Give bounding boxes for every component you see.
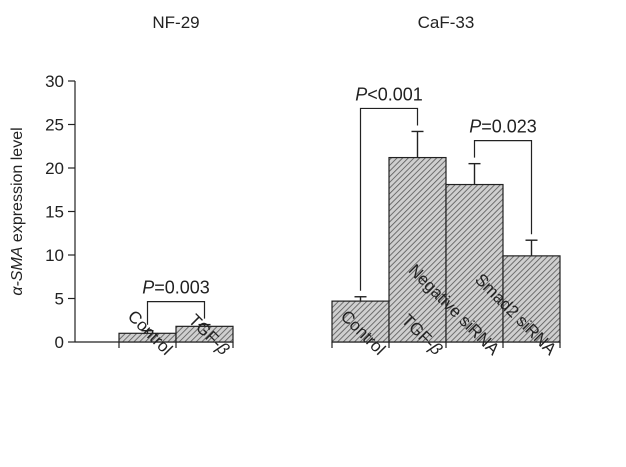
y-axis-label: α-SMA expression level — [9, 127, 26, 295]
y-tick-label: 0 — [55, 333, 64, 352]
p-value-text: =0.023 — [481, 117, 537, 137]
y-tick-label: 5 — [55, 290, 64, 309]
group-title: CaF-33 — [418, 13, 475, 32]
p-value-symbol: P — [355, 84, 367, 104]
group-title: NF-29 — [152, 13, 199, 32]
y-tick-label: 15 — [45, 203, 64, 222]
significance-bracket — [359, 107, 419, 291]
p-value-text: <0.001 — [367, 84, 423, 104]
y-tick-label: 30 — [45, 72, 64, 91]
p-value-label: P=0.023 — [469, 117, 537, 137]
y-axis-label-italic: SMA — [9, 247, 26, 282]
p-value-symbol: P — [142, 278, 154, 298]
bar — [502, 255, 561, 343]
y-tick-label: 25 — [45, 116, 64, 135]
p-value-label: P<0.001 — [355, 84, 423, 104]
p-value-label: P=0.003 — [142, 278, 210, 298]
y-tick-label: 10 — [45, 246, 64, 265]
significance-bracket — [146, 301, 206, 325]
bar — [388, 156, 447, 343]
bar — [331, 300, 390, 343]
p-value-symbol: P — [469, 117, 481, 137]
significance-bracket — [473, 140, 533, 235]
y-axis-label-suffix: expression level — [9, 127, 26, 246]
p-value-text: =0.003 — [154, 278, 210, 298]
y-tick-label: 20 — [45, 159, 64, 178]
y-axis-label-prefix: α- — [9, 281, 26, 295]
bars — [118, 130, 561, 343]
